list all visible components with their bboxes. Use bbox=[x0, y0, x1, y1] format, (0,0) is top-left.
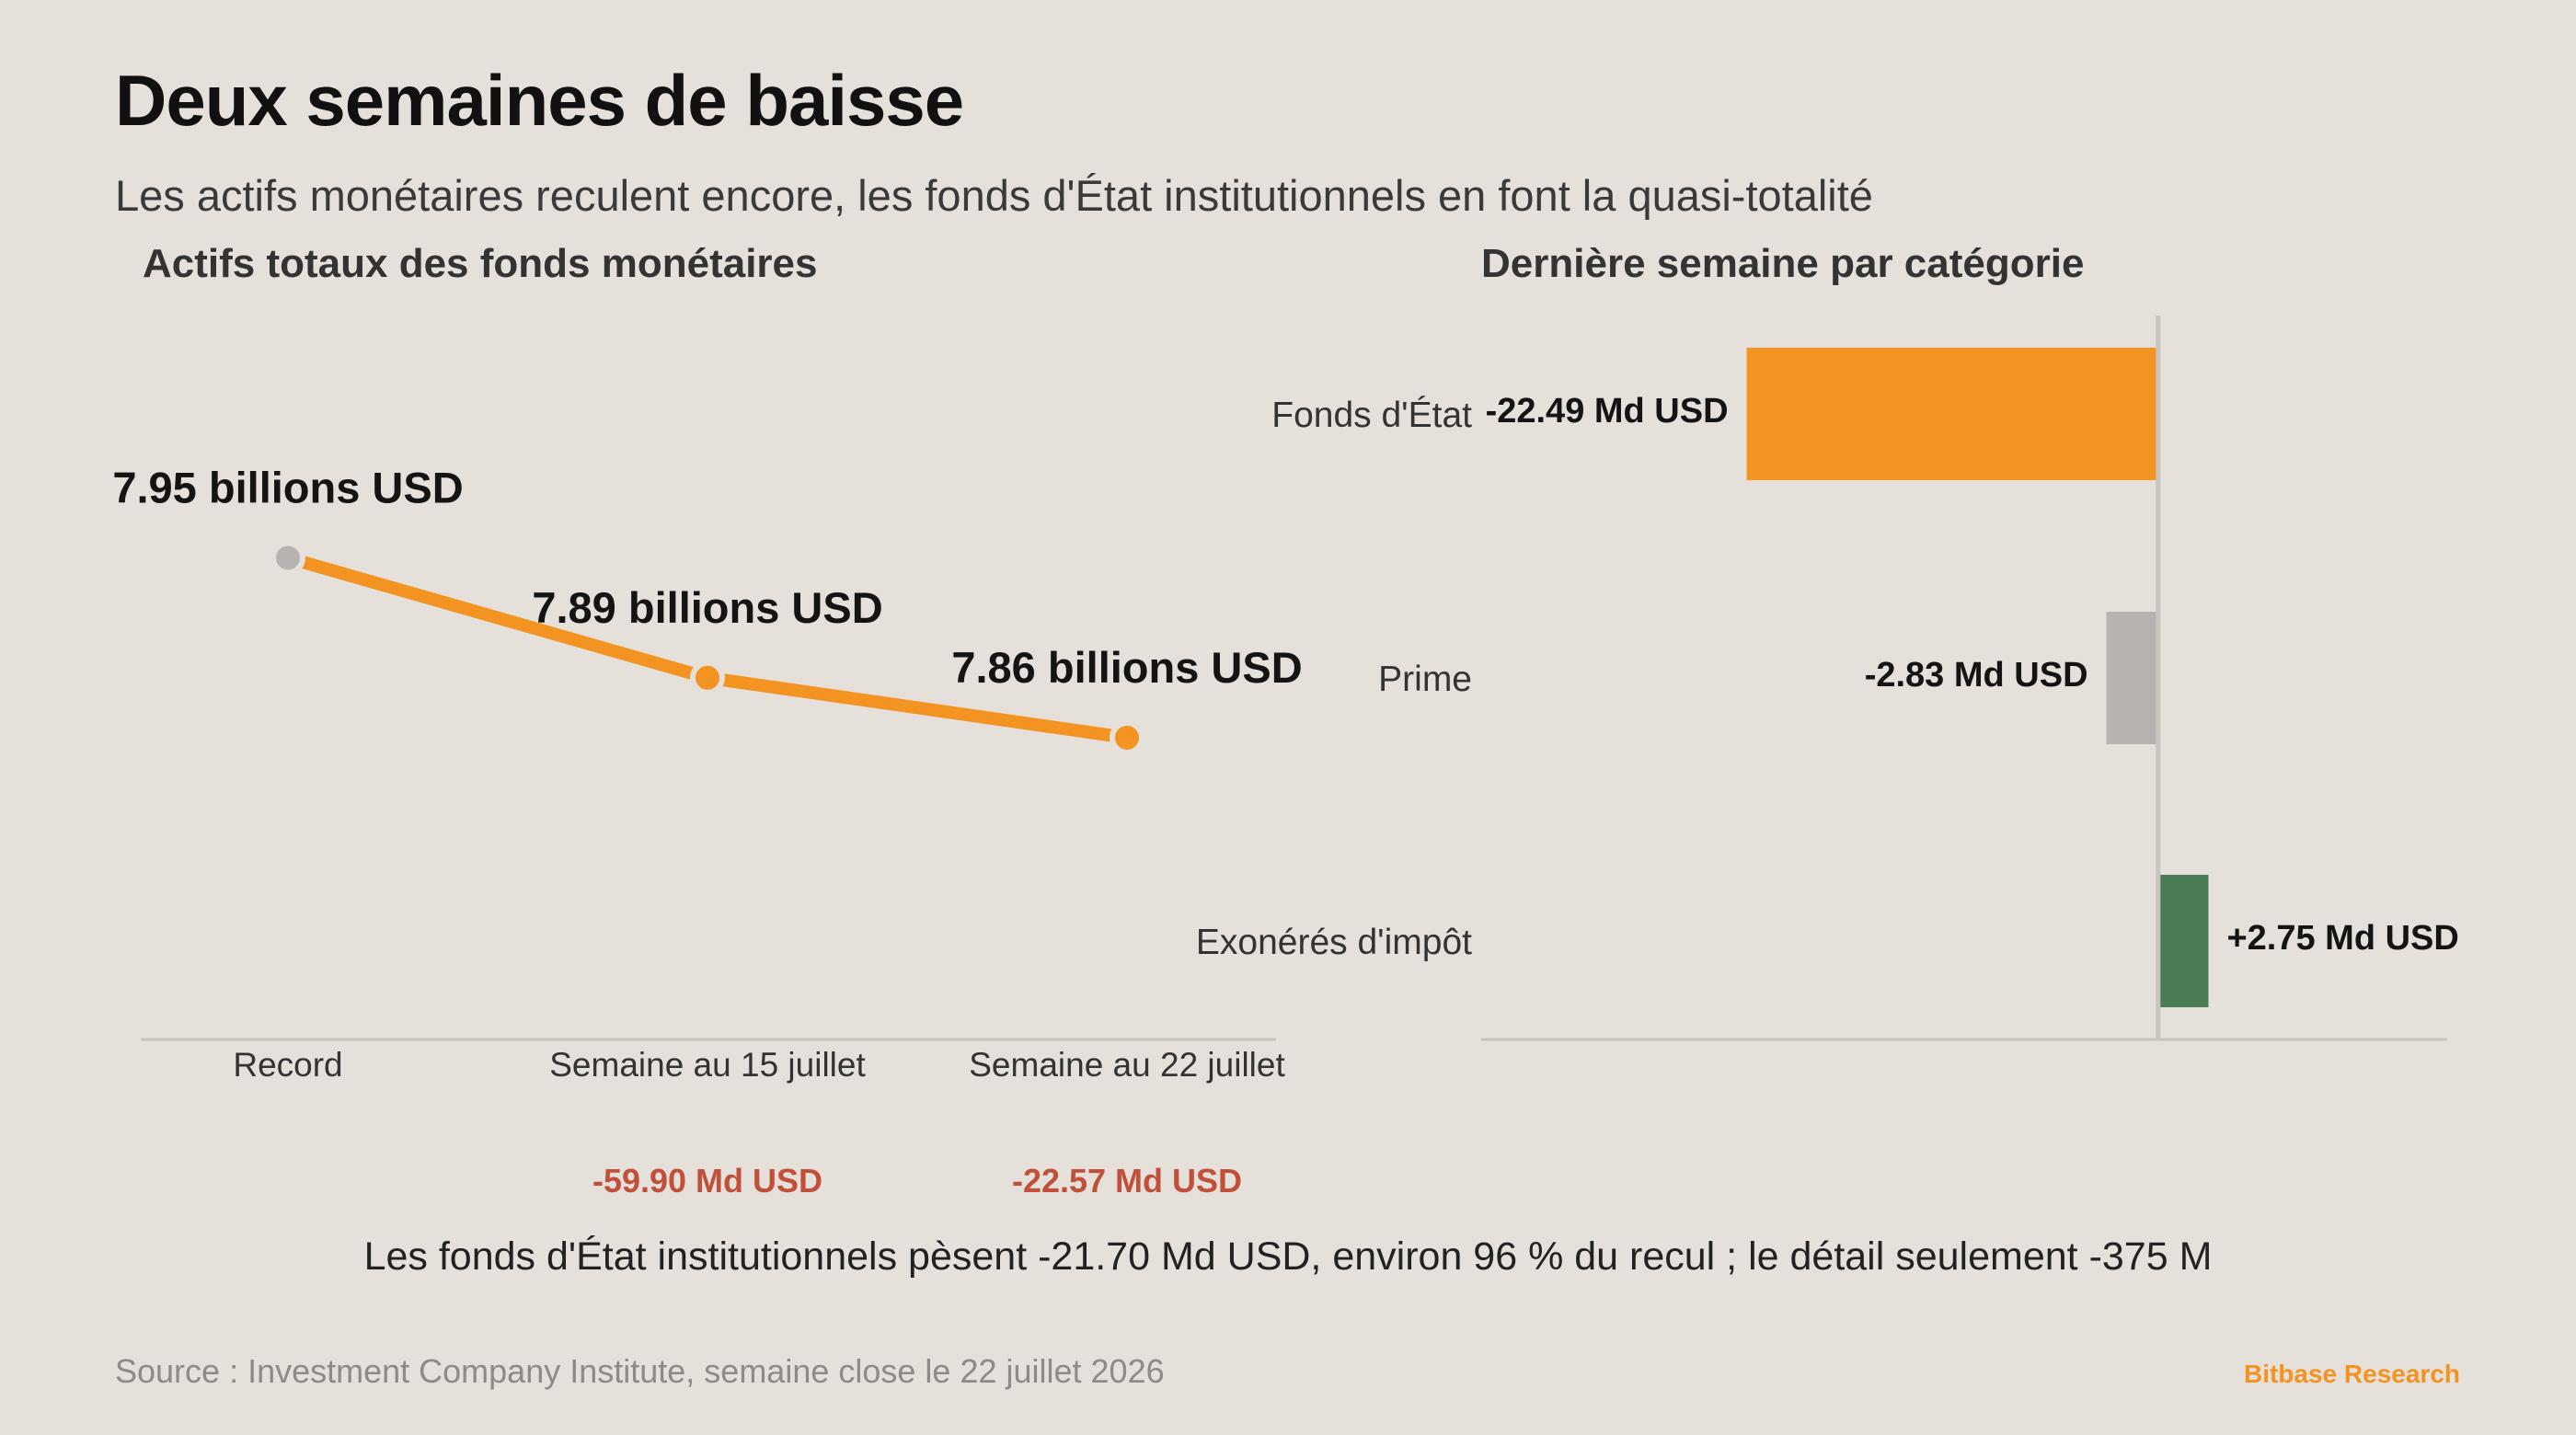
x-tick-label: Semaine au 22 juillet bbox=[969, 1046, 1285, 1084]
line-point bbox=[270, 540, 305, 576]
weekly-change-label: -22.57 Md USD bbox=[1012, 1162, 1242, 1200]
category-bar bbox=[2106, 612, 2158, 744]
brand-logo: Bitbase Research bbox=[2243, 1360, 2460, 1388]
category-bar bbox=[2157, 875, 2209, 1007]
line-point bbox=[690, 660, 725, 695]
line-panel-title: Actifs totaux des fonds monétaires bbox=[143, 241, 818, 286]
line-segment bbox=[282, 551, 714, 684]
bar-category-label: Exonérés d'impôt bbox=[1196, 923, 1472, 962]
chart-subtitle: Les actifs monétaires reculent encore, l… bbox=[115, 171, 1873, 220]
bar-value-label: -2.83 Md USD bbox=[1865, 656, 2088, 695]
line-value-label: 7.86 billions USD bbox=[951, 643, 1302, 692]
chart-canvas: 7.95 billions USD 7.89 billions USD 7.86 b… bbox=[112, 316, 2459, 1200]
line-point bbox=[1110, 719, 1144, 755]
bar-value-label: -22.49 Md USD bbox=[1486, 392, 1729, 430]
source-note: Source : Investment Company Institute, s… bbox=[115, 1352, 1165, 1390]
line-value-label: 7.89 billions USD bbox=[532, 583, 882, 632]
category-bar bbox=[1746, 348, 2158, 480]
weekly-change-label: -59.90 Md USD bbox=[592, 1162, 822, 1200]
bar-category-label: Fonds d'État bbox=[1271, 396, 1472, 435]
x-tick-label: Record bbox=[233, 1046, 342, 1084]
x-tick-label: Semaine au 15 juillet bbox=[549, 1046, 866, 1084]
line-segment bbox=[701, 671, 1133, 744]
line-value-label: 7.95 billions USD bbox=[112, 463, 463, 511]
chart-caption: Les fonds d'État institutionnels pèsent … bbox=[363, 1234, 2213, 1279]
bar-panel-title: Dernière semaine par catégorie bbox=[1481, 241, 2085, 286]
bar-category-label: Prime bbox=[1378, 660, 1472, 699]
bar-value-label: +2.75 Md USD bbox=[2226, 919, 2458, 958]
chart-title: Deux semaines de baisse bbox=[115, 60, 964, 141]
